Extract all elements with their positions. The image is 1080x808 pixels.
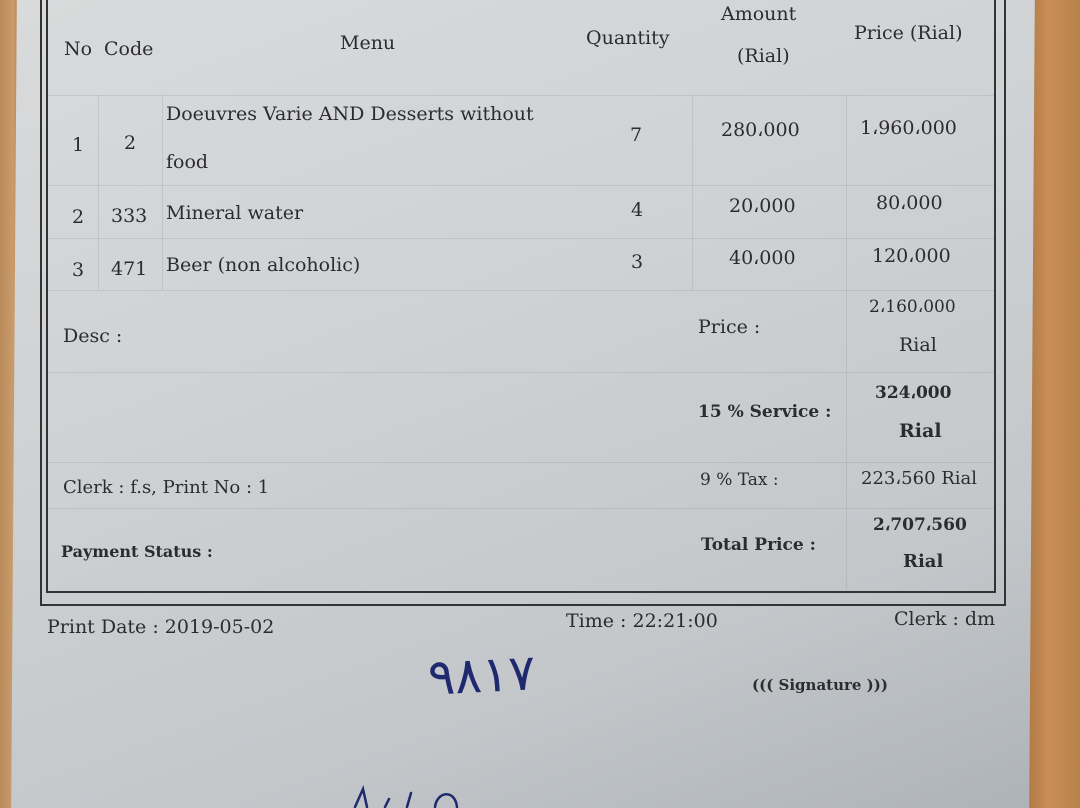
row3-code: 471 — [111, 258, 148, 280]
tax-value: 223،560 Rial — [861, 468, 978, 489]
row1-menu-cont: food — [166, 151, 209, 173]
row1-amount: 280،000 — [721, 119, 800, 141]
total-unit: Rial — [903, 551, 944, 572]
service-label: 15 % Service : — [698, 402, 832, 422]
handwritten-scribble — [353, 785, 459, 808]
wooden-table — [1028, 0, 1080, 808]
col-divider — [846, 95, 847, 590]
row1-quantity: 7 — [630, 124, 643, 146]
row1-no: 1 — [72, 134, 85, 156]
header-menu: Menu — [340, 32, 396, 54]
row3-price: 120،000 — [872, 245, 951, 267]
row2-amount: 20،000 — [729, 195, 796, 217]
row3-amount: 40،000 — [729, 247, 796, 269]
col-divider — [98, 95, 99, 290]
price-value: 2،160،000 — [869, 297, 956, 317]
handwritten-number: ۹۸۱۷ — [426, 643, 537, 707]
row2-price: 80،000 — [876, 192, 943, 214]
price-label: Price : — [698, 316, 761, 338]
row2-quantity: 4 — [631, 199, 644, 221]
row1-code: 2 — [124, 132, 137, 154]
row-divider — [48, 185, 994, 186]
row2-code: 333 — [111, 205, 148, 227]
row-divider — [48, 290, 994, 291]
desc-label: Desc : — [63, 325, 123, 347]
row1-menu: Doeuvres Varie AND Desserts without — [166, 103, 534, 125]
outer-border-left — [40, 0, 42, 606]
row2-menu: Mineral water — [166, 202, 304, 224]
clerk-name: Clerk : dm — [894, 608, 996, 630]
col-divider — [162, 95, 163, 290]
header-amount-unit: (Rial) — [737, 45, 790, 67]
row3-quantity: 3 — [631, 251, 644, 273]
clerk-print-info: Clerk : f.s, Print No : 1 — [63, 477, 270, 498]
print-date: Print Date : 2019-05-02 — [47, 616, 275, 638]
print-time: Time : 22:21:00 — [566, 610, 718, 632]
col-divider — [692, 95, 693, 290]
tax-label: 9 % Tax : — [700, 470, 779, 490]
price-unit: Rial — [899, 334, 937, 356]
signature-label: ((( Signature ))) — [752, 676, 888, 694]
row-divider — [48, 462, 994, 463]
payment-status-label: Payment Status : — [61, 542, 213, 561]
row3-no: 3 — [72, 259, 85, 281]
header-price: Price (Rial) — [854, 22, 963, 44]
header-code: Code — [104, 38, 154, 60]
row2-no: 2 — [72, 206, 85, 228]
inner-border-left — [46, 0, 48, 592]
row3-menu: Beer (non alcoholic) — [166, 254, 361, 276]
inner-border-right — [994, 0, 996, 592]
outer-border-right — [1004, 0, 1006, 606]
row-divider — [48, 95, 994, 96]
row-divider — [48, 372, 994, 373]
outer-border-bottom — [40, 604, 1006, 606]
total-label: Total Price : — [701, 535, 816, 555]
row1-price: 1،960،000 — [860, 117, 957, 139]
row-divider — [48, 238, 994, 239]
row-divider — [48, 508, 994, 509]
service-value: 324،000 — [875, 383, 952, 403]
header-no: No — [64, 38, 93, 60]
total-value: 2،707،560 — [873, 515, 967, 535]
inner-border-bottom — [46, 591, 996, 593]
header-amount: Amount — [721, 3, 797, 25]
header-quantity: Quantity — [586, 27, 670, 49]
service-unit: Rial — [899, 420, 942, 442]
